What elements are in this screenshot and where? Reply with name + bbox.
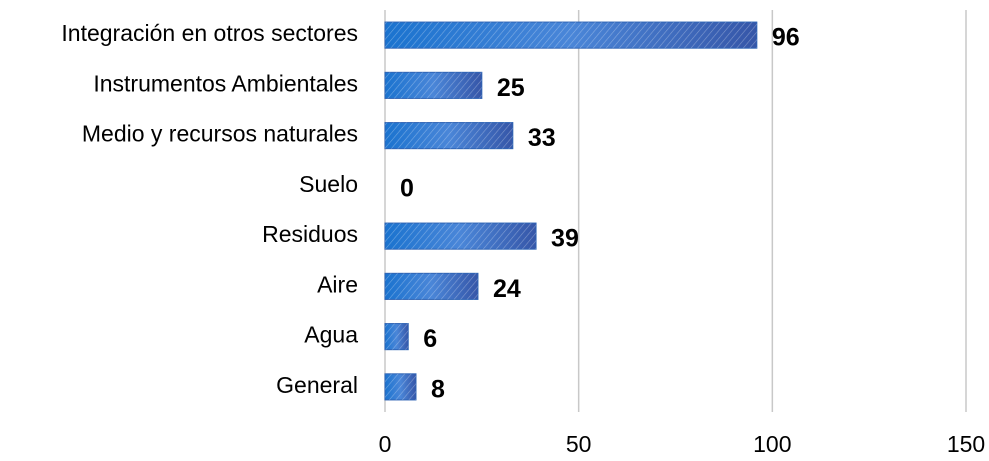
bar xyxy=(384,272,479,300)
data-label: 24 xyxy=(493,275,521,303)
y-tick-label: Suelo xyxy=(299,171,358,197)
data-label: 8 xyxy=(431,375,445,403)
y-tick-label: Residuos xyxy=(262,221,358,247)
x-tick-label: 50 xyxy=(566,431,592,457)
data-label: 0 xyxy=(400,174,414,202)
data-label: 6 xyxy=(423,325,437,353)
bar xyxy=(384,323,409,351)
y-tick-label: Medio y recursos naturales xyxy=(82,121,358,147)
x-tick-label: 0 xyxy=(379,431,392,457)
y-tick-label: Integración en otros sectores xyxy=(61,20,358,46)
y-tick-label: Instrumentos Ambientales xyxy=(93,70,358,96)
y-tick-label: Agua xyxy=(304,322,358,348)
bar xyxy=(384,21,758,49)
bar xyxy=(384,71,483,99)
data-label: 96 xyxy=(772,24,800,52)
y-tick-label: Aire xyxy=(317,271,358,297)
bar xyxy=(384,122,514,150)
bar xyxy=(384,222,537,250)
data-label: 33 xyxy=(528,124,556,152)
x-tick-label: 150 xyxy=(947,431,985,457)
x-tick-label: 100 xyxy=(753,431,791,457)
data-label: 39 xyxy=(551,225,579,253)
bar xyxy=(384,373,417,401)
y-tick-label: General xyxy=(276,372,358,398)
data-label: 25 xyxy=(497,74,525,102)
